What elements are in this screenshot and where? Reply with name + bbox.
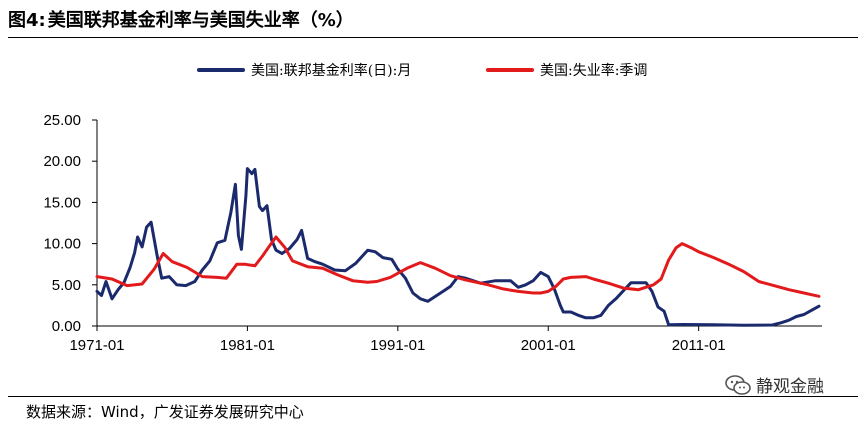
chart-axes: 0.00 5.00 10.00 15.00 20.00 25.00 1971-01 1981-… xyxy=(43,112,822,354)
x-tick-label: 1981-01 xyxy=(220,337,275,354)
y-tick-label: 5.00 xyxy=(52,277,81,294)
y-tick-label: 25.00 xyxy=(43,112,81,129)
x-tick-label: 2011-01 xyxy=(672,337,726,354)
chart-series xyxy=(95,167,821,327)
source-rule xyxy=(8,396,858,397)
legend-label-fed-funds: 美国:联邦基金利率(日):月 xyxy=(251,63,412,79)
figure-title-prefix: 图4: xyxy=(8,10,46,31)
unemployment-rate-line xyxy=(95,235,821,298)
y-tick-label: 10.00 xyxy=(43,236,81,253)
legend-item-fed-funds[interactable]: 美国:联邦基金利率(日):月 xyxy=(197,60,411,80)
source-note: 数据来源：Wind，广发证券发展研究中心 xyxy=(26,403,304,421)
watermark-text: 静观金融 xyxy=(756,377,824,397)
figure-title: 图4: 美国联邦基金利率与美国失业率（%） xyxy=(8,6,354,32)
x-tick-label: 1971-01 xyxy=(69,337,124,354)
fed-funds-rate-line xyxy=(95,167,821,327)
figure-title-text: 美国联邦基金利率与美国失业率（%） xyxy=(47,10,354,31)
x-tick-label: 1991-01 xyxy=(370,337,425,354)
wechat-icon xyxy=(725,374,751,395)
y-tick-label: 0.00 xyxy=(52,318,81,335)
legend-item-unemployment[interactable]: 美国:失业率:季调 xyxy=(486,60,647,80)
y-tick-label: 20.00 xyxy=(43,153,81,170)
legend-swatch-unemployment xyxy=(486,68,534,72)
chart-legend: 美国:联邦基金利率(日):月 美国:失业率:季调 xyxy=(0,60,866,84)
watermark: 静观金融 xyxy=(724,372,824,397)
title-rule xyxy=(8,37,858,38)
legend-label-unemployment: 美国:失业率:季调 xyxy=(540,63,648,79)
x-tick-label: 2001-01 xyxy=(521,337,576,354)
legend-swatch-fed-funds xyxy=(197,68,245,72)
y-tick-label: 15.00 xyxy=(43,194,81,211)
